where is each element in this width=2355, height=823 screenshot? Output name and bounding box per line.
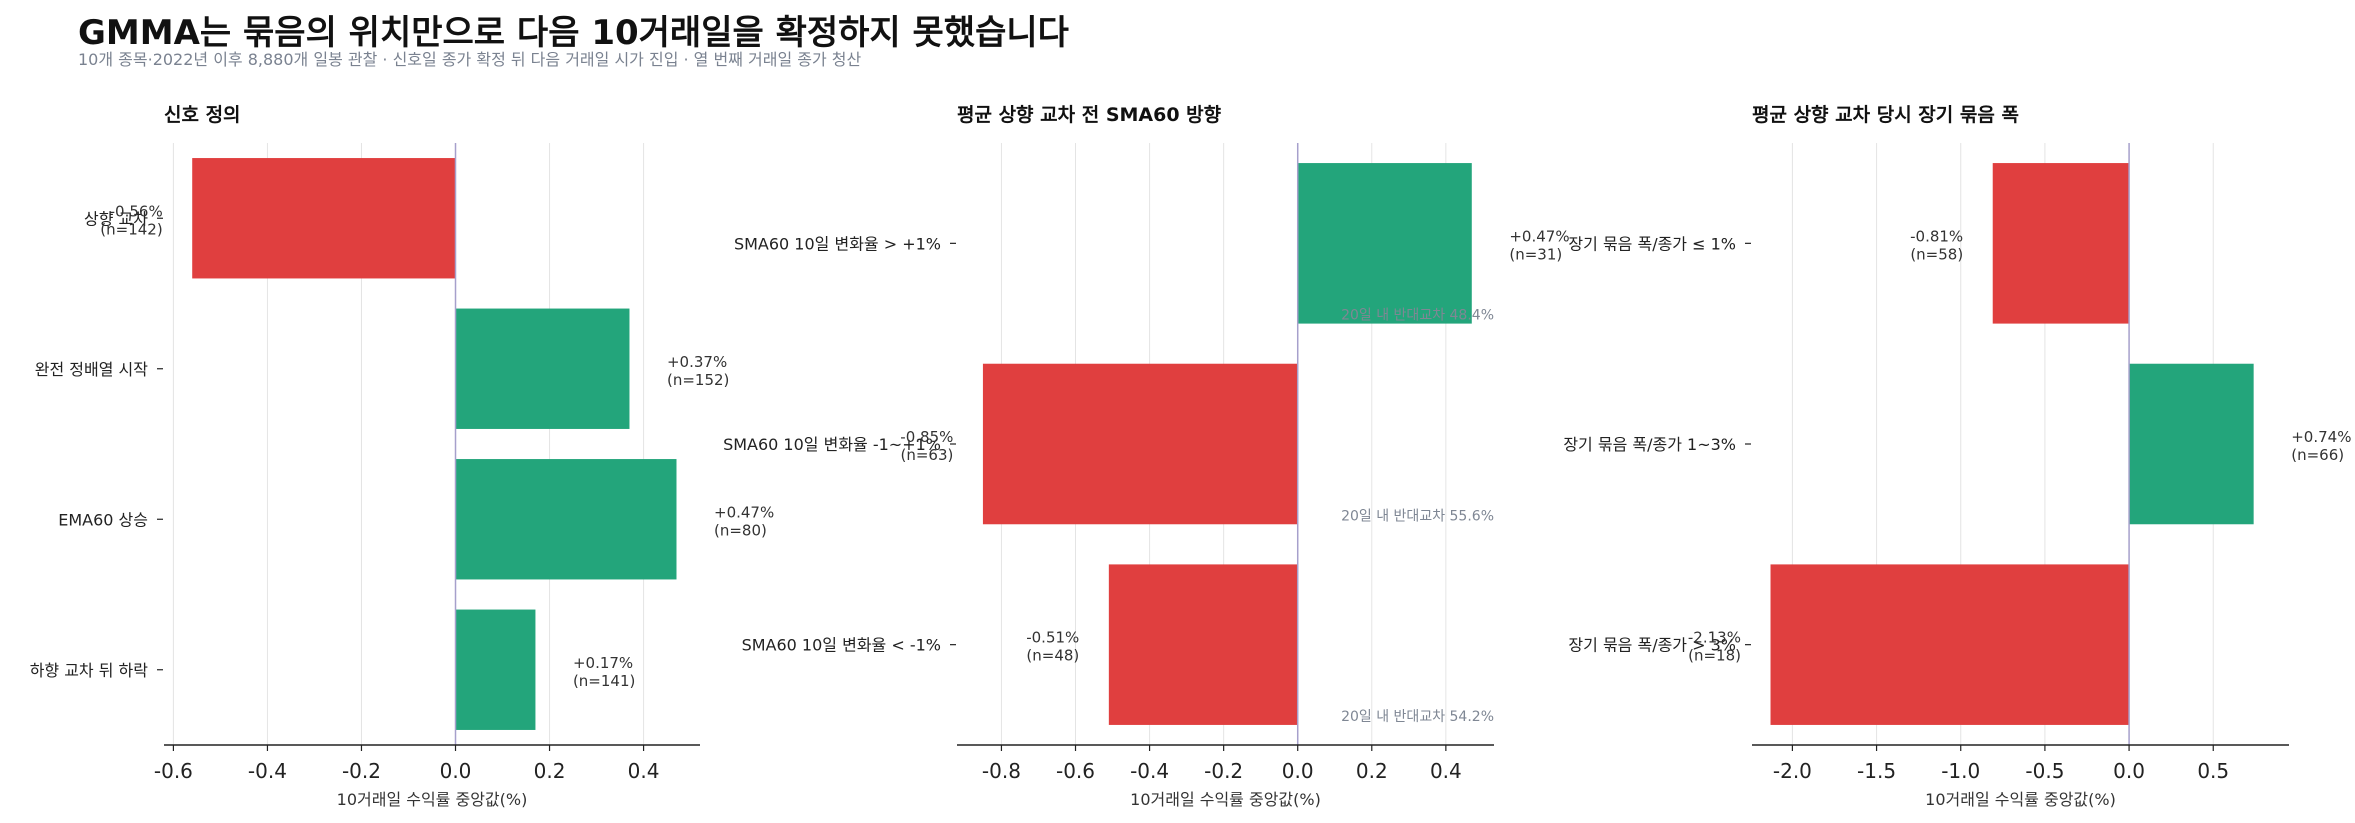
x-tick-label: 0.2 <box>1356 759 1388 783</box>
bar-3 <box>1108 564 1298 725</box>
value-label: -0.81% <box>1910 227 1963 245</box>
x-tick-label: -0.6 <box>1056 759 1095 783</box>
x-tick-label: -0.4 <box>248 759 287 783</box>
n-label: (n=58) <box>1910 245 1963 263</box>
value-label: +0.37% <box>667 353 727 371</box>
category-label: SMA60 10일 변화율 < -1% <box>742 636 941 655</box>
bar-2 <box>455 308 630 429</box>
n-label: (n=63) <box>901 446 954 464</box>
n-label: (n=152) <box>667 371 729 389</box>
x-tick-label: -2.0 <box>1773 759 1812 783</box>
x-tick-label: -1.5 <box>1857 759 1896 783</box>
value-label: -0.56% <box>110 202 163 220</box>
value-label: -0.51% <box>1026 629 1079 647</box>
category-label: 장기 묶음 폭/종가 ≤ 1% <box>1568 234 1736 253</box>
n-label: (n=141) <box>573 672 635 690</box>
category-label: 장기 묶음 폭/종가 1~3% <box>1563 435 1736 454</box>
category-label: 상향 교차 <box>84 209 148 228</box>
value-label: +0.74% <box>2291 428 2351 446</box>
x-axis-label: 10거래일 수익률 중앙값(%) <box>1925 790 2116 809</box>
figure-title: GMMA는 묶음의 위치만으로 다음 10거래일을 확정하지 못했습니다 <box>78 13 1069 53</box>
figure-subtitle: 10개 종목·2022년 이후 8,880개 일봉 관찰 · 신호일 종가 확정… <box>78 50 862 69</box>
bar-4 <box>455 609 536 730</box>
panel-long-bundle-width: 평균 상향 교차 당시 장기 묶음 폭 -2.0 -1.5 -1.0 -0.5 0.0 0.… <box>1563 104 2351 809</box>
bar-1 <box>1297 163 1472 324</box>
reversal-note: 20일 내 반대교차 48.4% <box>1341 308 1494 324</box>
n-label: (n=18) <box>1688 647 1741 665</box>
bar-1 <box>192 158 456 279</box>
n-label: (n=80) <box>714 521 767 539</box>
n-label: (n=66) <box>2291 446 2344 464</box>
x-tick-label: -1.0 <box>1941 759 1980 783</box>
panel-title: 평균 상향 교차 전 SMA60 방향 <box>957 104 1222 126</box>
x-tick-label: 0.4 <box>628 759 660 783</box>
bar-2 <box>2129 363 2254 525</box>
value-label: -0.85% <box>900 428 953 446</box>
x-tick-label: 0.2 <box>534 759 566 783</box>
x-tick-label: 0.0 <box>2113 759 2145 783</box>
x-tick-label: -0.2 <box>1204 759 1243 783</box>
category-label: SMA60 10일 변화율 > +1% <box>734 234 941 253</box>
category-label: 하향 교차 뒤 하락 <box>30 661 149 680</box>
x-tick-label: 0.0 <box>1282 759 1314 783</box>
x-tick-label: -0.6 <box>154 759 193 783</box>
bar-3 <box>1770 564 2130 725</box>
x-tick-label: -0.8 <box>982 759 1021 783</box>
reversal-note: 20일 내 반대교차 54.2% <box>1341 709 1494 725</box>
panel-sma60-direction: 평균 상향 교차 전 SMA60 방향 -0.8 -0.6 -0.4 -0.2 0.0 0.… <box>723 104 1570 809</box>
category-label: 완전 정배열 시작 <box>35 360 148 379</box>
value-label: +0.47% <box>1509 227 1569 245</box>
panel-title: 평균 상향 교차 당시 장기 묶음 폭 <box>1752 104 2019 126</box>
n-label: (n=142) <box>100 220 162 238</box>
x-tick-label: 0.0 <box>440 759 472 783</box>
bar-3 <box>455 459 677 580</box>
category-label: EMA60 상승 <box>58 510 148 529</box>
n-label: (n=48) <box>1026 647 1079 665</box>
bar-2 <box>982 363 1298 525</box>
x-tick-label: 0.4 <box>1430 759 1462 783</box>
value-label: +0.17% <box>573 654 633 672</box>
x-tick-label: -0.4 <box>1130 759 1169 783</box>
x-axis-label: 10거래일 수익률 중앙값(%) <box>337 790 528 809</box>
category-label: SMA60 10일 변화율 -1~+1% <box>723 435 941 454</box>
value-label: +0.47% <box>714 503 774 521</box>
x-tick-label: 0.5 <box>2197 759 2229 783</box>
n-label: (n=31) <box>1509 245 1562 263</box>
panel-title: 신호 정의 <box>164 104 241 126</box>
category-label: 장기 묶음 폭/종가 > 3% <box>1568 636 1736 655</box>
bar-1 <box>1992 163 2130 324</box>
reversal-note: 20일 내 반대교차 55.6% <box>1341 508 1494 524</box>
x-tick-label: -0.2 <box>342 759 381 783</box>
value-label: -2.13% <box>1688 629 1741 647</box>
x-axis-label: 10거래일 수익률 중앙값(%) <box>1130 790 1321 809</box>
x-tick-label: -0.5 <box>2025 759 2064 783</box>
panel-signal-definition: 신호 정의 -0.6 -0.4 -0.2 0.0 0.2 0.4 10거래일 수익률 중앙값(… <box>30 104 775 809</box>
